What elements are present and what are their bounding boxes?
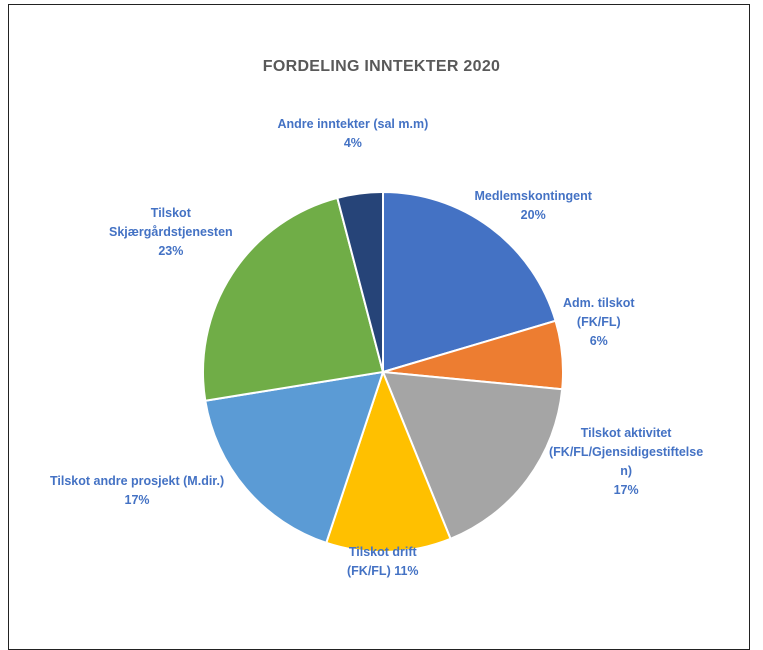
slice-label-line: 6% — [589, 333, 608, 348]
slice-label-6: Tilskot Skjærgårdstjenesten 23% — [109, 204, 233, 261]
slice-label-line: Adm. tilskot — [563, 295, 635, 310]
pie-slice-5 — [204, 370, 385, 545]
slice-label-line: (FK/FL) — [576, 314, 621, 329]
slice-label-2: Adm. tilskot (FK/FL) 6% — [563, 294, 635, 351]
pie-slice-4 — [325, 369, 452, 553]
slice-label-line: Medlemskontingent — [474, 189, 592, 203]
slice-label-3: Tilskot aktivitet (FK/FL/Gjensidigestifte… — [549, 424, 703, 500]
slice-label-line: Tilskot andre prosjekt (M.dir.) — [50, 474, 225, 488]
slice-label-line: 20% — [520, 208, 546, 222]
slice-label-line: 23% — [158, 243, 184, 258]
pie-slice-3 — [381, 370, 564, 541]
slice-label-5: Tilskot andre prosjekt (M.dir.) 17% — [50, 472, 224, 510]
slice-label-line: Tilskot — [150, 205, 191, 220]
slice-label-line: 17% — [124, 493, 150, 507]
pie-slice-6 — [202, 196, 385, 402]
slice-label-line: n) — [620, 464, 632, 478]
chart-title: FORDELING INNTEKTER 2020 — [262, 58, 501, 75]
slice-label-line: 17% — [613, 483, 639, 497]
slice-label-4: Tilskot drift (FK/FL) 11% — [347, 543, 419, 581]
slice-label-line: Andre inntekter (sal m.m) — [277, 117, 429, 131]
pie-slice-1 — [382, 190, 557, 374]
slice-label-7: Andre inntekter (sal m.m) 4% — [278, 115, 429, 153]
slice-label-line: (FK/FL) 11% — [347, 564, 419, 578]
slice-label-line: Skjærgårdstjenesten — [109, 224, 233, 239]
slice-label-line: Tilskot aktivitet — [580, 426, 672, 440]
pie-slice-7 — [336, 190, 384, 373]
slice-label-line: Tilskot drift — [348, 545, 417, 559]
slice-label-1: Medlemskontingent 20% — [475, 187, 592, 225]
slice-label-line: 4% — [343, 136, 362, 150]
slice-label-line: (FK/FL/Gjensidigestiftelse — [549, 445, 704, 459]
